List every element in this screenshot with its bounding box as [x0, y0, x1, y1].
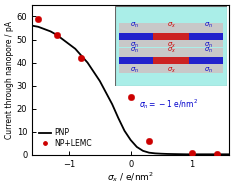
Point — [129, 96, 132, 99]
Point — [147, 140, 151, 143]
X-axis label: $\sigma_x$ / e/nm$^2$: $\sigma_x$ / e/nm$^2$ — [107, 170, 154, 184]
Point — [215, 152, 219, 155]
Point — [80, 57, 83, 60]
Text: $\sigma_n = -1\ \mathrm{e/nm}^2$: $\sigma_n = -1\ \mathrm{e/nm}^2$ — [139, 97, 197, 111]
Point — [37, 17, 40, 20]
Legend: PNP, NP+LEMC: PNP, NP+LEMC — [38, 127, 93, 150]
Point — [55, 33, 59, 36]
Y-axis label: Current through nanopore / pA: Current through nanopore / pA — [5, 21, 14, 139]
Point — [190, 151, 194, 154]
